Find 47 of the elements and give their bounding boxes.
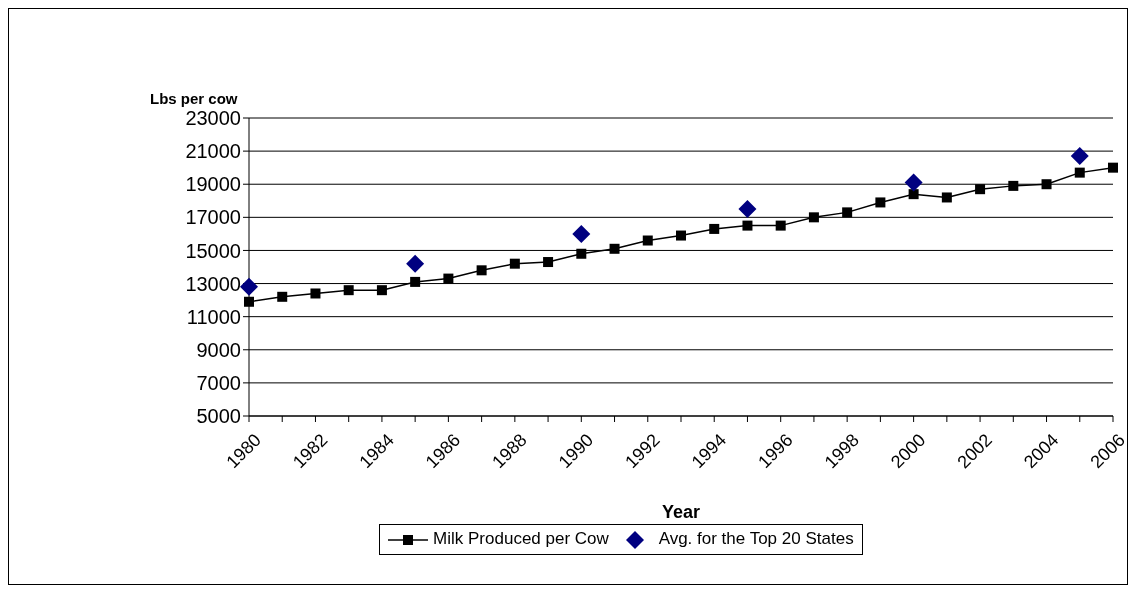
point: [1070, 147, 1089, 166]
point: [572, 224, 591, 243]
point: [410, 276, 421, 287]
point: [576, 248, 587, 259]
point: [1074, 167, 1085, 178]
point: [908, 189, 919, 200]
point: [1008, 180, 1019, 191]
legend-label: Milk Produced per Cow: [432, 529, 609, 550]
point: [941, 192, 952, 203]
point: [975, 184, 986, 195]
y-tick-label: 5000: [196, 405, 241, 428]
point: [443, 273, 454, 284]
point: [709, 223, 720, 234]
y-axis-title: Lbs per cow: [150, 90, 238, 107]
point: [1041, 179, 1052, 190]
legend-label: Avg. for the Top 20 States: [657, 529, 854, 550]
point: [775, 220, 786, 231]
y-tick-label: 19000: [185, 173, 241, 196]
y-tick-label: 23000: [185, 107, 241, 130]
y-tick-label: 11000: [186, 305, 241, 328]
point: [543, 257, 554, 268]
y-tick-label: 21000: [185, 140, 241, 163]
point: [875, 197, 886, 208]
point: [738, 200, 757, 219]
point: [904, 173, 923, 192]
point: [642, 235, 653, 246]
point: [509, 258, 520, 269]
x-axis-title: Year: [661, 502, 701, 522]
point: [742, 220, 753, 231]
y-tick-label: 15000: [185, 239, 241, 262]
point: [376, 285, 387, 296]
point: [310, 288, 321, 299]
point: [842, 207, 853, 218]
y-tick-label: 13000: [185, 272, 241, 295]
point: [277, 291, 288, 302]
point: [1108, 162, 1118, 173]
y-tick-label: 7000: [196, 371, 241, 394]
point: [676, 230, 686, 241]
point: [609, 243, 620, 254]
point: [808, 212, 819, 223]
point: [240, 277, 258, 296]
point: [244, 296, 254, 307]
y-tick-label: 9000: [196, 338, 241, 361]
point: [476, 265, 487, 276]
point: [406, 254, 425, 273]
point: [343, 285, 354, 296]
y-tick-label: 17000: [185, 206, 241, 229]
